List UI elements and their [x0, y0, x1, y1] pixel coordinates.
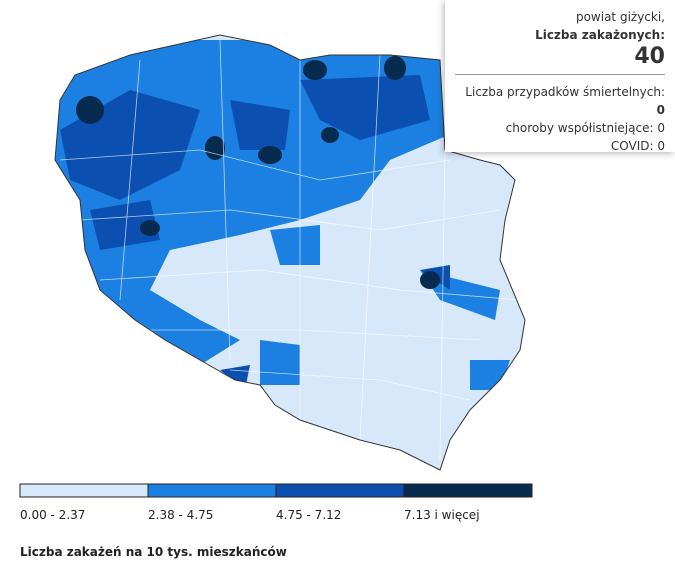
tooltip: powiat giżycki, Liczba zakażonych: 40 Li…	[445, 0, 675, 155]
legend-swatch	[275, 483, 405, 498]
legend-label: 0.00 - 2.37	[20, 508, 85, 522]
line-label: Liczba przypadków śmiertelnych:	[465, 85, 665, 99]
tooltip-label: Liczba zakażonych:	[535, 28, 665, 42]
tooltip-region: powiat giżycki,	[575, 10, 665, 24]
legend-swatch	[147, 483, 277, 498]
tooltip-value: 40	[634, 44, 665, 69]
legend: 0.00 - 2.37 2.38 - 4.75 4.75 - 7.12 7.13 i …	[19, 483, 533, 559]
separator	[455, 74, 665, 75]
line-value: 0	[657, 121, 665, 135]
line-value: 0	[657, 139, 665, 153]
line-label: choroby współistniejące:	[505, 121, 654, 135]
legend-caption: Liczba zakażeń na 10 tys. mieszkańców	[20, 545, 287, 559]
line-value: 0	[656, 103, 665, 117]
tooltip-line: Liczba przypadków śmiertelnych: 0	[455, 83, 665, 119]
legend-swatch	[403, 483, 533, 498]
legend-label: 2.38 - 4.75	[148, 508, 213, 522]
legend-swatch	[19, 483, 149, 498]
legend-label: 7.13 i więcej	[404, 508, 480, 522]
tooltip-line: COVID: 0	[455, 137, 665, 155]
line-label: COVID:	[610, 139, 654, 153]
legend-label: 4.75 - 7.12	[276, 508, 341, 522]
tooltip-line: choroby współistniejące: 0	[455, 119, 665, 137]
